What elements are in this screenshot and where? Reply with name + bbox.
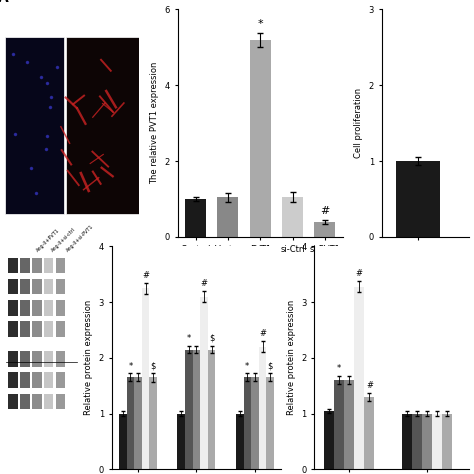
Bar [44,321,54,337]
Bar [127,377,134,469]
Bar [411,413,422,469]
Bar [354,287,365,469]
Bar [142,288,149,469]
Bar [334,380,344,469]
Bar [344,380,354,469]
Bar [20,393,30,409]
Text: A: A [0,0,9,5]
Bar [9,373,18,388]
Bar [149,377,157,469]
Bar [32,351,42,367]
Bar [9,300,18,316]
Text: *: * [245,362,249,371]
Bar [324,411,334,469]
Bar [20,373,30,388]
Text: #: # [356,269,363,278]
Bar [422,413,432,469]
Bar [314,222,335,237]
Bar [185,349,192,469]
Text: *: * [337,365,341,374]
Text: #: # [320,206,329,216]
Text: *: * [128,362,133,371]
Bar [20,300,30,316]
Text: Ang-II+si-PVT1: Ang-II+si-PVT1 [65,224,94,253]
Bar [66,37,139,214]
Bar [44,351,54,367]
Bar [55,321,65,337]
Bar [442,413,452,469]
Bar [396,161,440,237]
Bar [251,377,259,469]
Text: $: $ [209,334,214,343]
Text: #: # [201,279,208,288]
Bar [5,37,64,214]
Bar [134,377,142,469]
Bar [55,373,65,388]
Y-axis label: Relative protein expression: Relative protein expression [84,300,93,416]
Bar [20,321,30,337]
Text: Merge: Merge [90,18,116,27]
Bar [20,279,30,294]
Bar [55,351,65,367]
Text: #: # [142,271,149,280]
Text: #: # [259,329,266,338]
Bar [9,393,18,409]
Text: Ang-II+si-ctrl: Ang-II+si-ctrl [50,227,77,253]
Bar [244,377,251,469]
Bar [432,413,442,469]
Bar [177,413,185,469]
Bar [282,197,303,237]
Bar [55,258,65,273]
Bar [44,300,54,316]
Text: Ang-II+PVT1: Ang-II+PVT1 [36,228,61,253]
Bar [55,393,65,409]
Bar [218,197,238,237]
Bar [32,393,42,409]
Text: $: $ [150,361,156,370]
Text: *: * [187,334,191,343]
Bar [32,300,42,316]
Bar [44,279,54,294]
Text: #: # [366,381,373,390]
Bar [365,397,374,469]
Bar [32,321,42,337]
Bar [20,258,30,273]
Bar [9,258,18,273]
Text: *: * [257,19,263,29]
Y-axis label: Cell proliferation: Cell proliferation [354,88,363,158]
Bar [200,297,208,469]
Bar [236,413,244,469]
Y-axis label: Relative protein expression: Relative protein expression [287,300,296,416]
Bar [250,40,271,237]
Bar [9,351,18,367]
Bar [208,349,216,469]
Bar [55,279,65,294]
Y-axis label: The relative PVT1 expression: The relative PVT1 expression [150,62,159,184]
Bar [44,258,54,273]
Bar [185,199,206,237]
Bar [20,351,30,367]
Bar [119,413,127,469]
Bar [192,349,200,469]
Bar [44,373,54,388]
Bar [55,300,65,316]
Bar [266,377,274,469]
Bar [32,258,42,273]
Bar [32,373,42,388]
Bar [259,347,266,469]
Bar [32,279,42,294]
Bar [401,413,411,469]
Bar [9,321,18,337]
Bar [9,279,18,294]
Bar [44,393,54,409]
Text: $: $ [267,362,273,371]
